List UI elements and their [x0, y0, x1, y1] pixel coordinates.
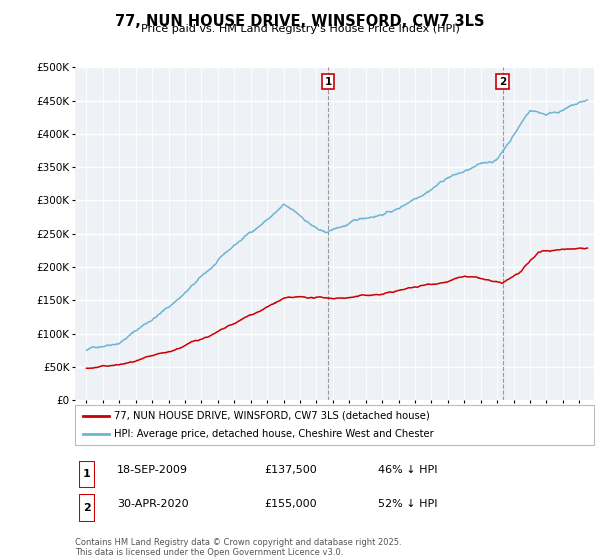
Text: 1: 1 — [325, 77, 332, 87]
Text: Price paid vs. HM Land Registry's House Price Index (HPI): Price paid vs. HM Land Registry's House … — [140, 24, 460, 34]
Text: Contains HM Land Registry data © Crown copyright and database right 2025.
This d: Contains HM Land Registry data © Crown c… — [75, 538, 401, 557]
FancyBboxPatch shape — [79, 494, 95, 521]
Text: 2: 2 — [499, 77, 506, 87]
Text: £137,500: £137,500 — [264, 465, 317, 475]
FancyBboxPatch shape — [79, 461, 95, 488]
Text: 1: 1 — [83, 469, 91, 479]
Text: 18-SEP-2009: 18-SEP-2009 — [117, 465, 188, 475]
Text: 52% ↓ HPI: 52% ↓ HPI — [378, 499, 437, 509]
FancyBboxPatch shape — [75, 405, 594, 445]
Text: 77, NUN HOUSE DRIVE, WINSFORD, CW7 3LS: 77, NUN HOUSE DRIVE, WINSFORD, CW7 3LS — [115, 14, 485, 29]
Text: 77, NUN HOUSE DRIVE, WINSFORD, CW7 3LS (detached house): 77, NUN HOUSE DRIVE, WINSFORD, CW7 3LS (… — [114, 411, 430, 421]
Text: £155,000: £155,000 — [264, 499, 317, 509]
Text: 46% ↓ HPI: 46% ↓ HPI — [378, 465, 437, 475]
Text: HPI: Average price, detached house, Cheshire West and Chester: HPI: Average price, detached house, Ches… — [114, 430, 434, 439]
Text: 2: 2 — [83, 503, 91, 513]
Text: 30-APR-2020: 30-APR-2020 — [117, 499, 188, 509]
